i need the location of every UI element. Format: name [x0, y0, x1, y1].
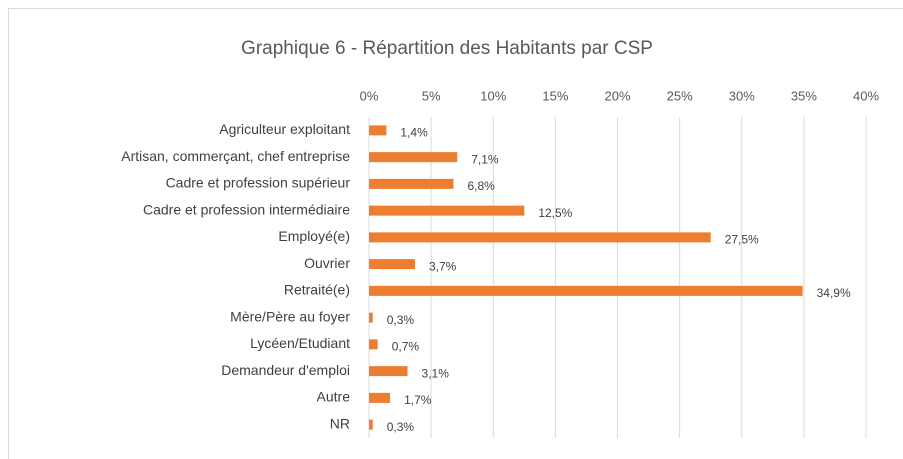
y-tick-label: Lycéen/Etudiant [250, 335, 350, 351]
bar [369, 152, 458, 163]
y-tick-label: Mère/Père au foyer [230, 308, 350, 324]
data-label: 1,4% [400, 126, 428, 140]
bar [369, 178, 454, 189]
data-label: 0,7% [392, 340, 420, 354]
x-tick-label: 25% [667, 88, 693, 103]
data-label: 7,1% [471, 152, 499, 166]
y-tick-label: Retraité(e) [284, 282, 350, 298]
x-tick-label: 10% [480, 88, 506, 103]
data-label: 27,5% [725, 233, 759, 247]
bar [369, 339, 378, 350]
data-label: 0,3% [387, 420, 415, 434]
x-tick-label: 15% [542, 88, 568, 103]
y-tick-label: Demandeur d'emploi [221, 362, 350, 378]
bar [369, 125, 387, 136]
bar [369, 205, 525, 216]
y-tick-label: NR [330, 415, 350, 431]
y-tick-label: Artisan, commerçant, chef entreprise [121, 148, 350, 164]
y-tick-label: Agriculteur exploitant [219, 121, 350, 137]
bar [369, 419, 373, 430]
bar [369, 285, 803, 296]
data-label: 34,9% [817, 286, 851, 300]
y-tick-label: Ouvrier [304, 255, 350, 271]
data-label: 3,7% [429, 259, 457, 273]
x-tick-label: 5% [422, 88, 441, 103]
x-tick-label: 0% [360, 88, 379, 103]
y-tick-label: Cadre et profession intermédiaire [143, 201, 350, 217]
bar [369, 392, 391, 403]
x-tick-label: 30% [729, 88, 755, 103]
bar [369, 232, 711, 243]
bar [369, 259, 415, 270]
x-tick-label: 35% [791, 88, 817, 103]
bar [369, 366, 408, 377]
data-label: 1,7% [404, 393, 432, 407]
chart-title: Graphique 6 - Répartition des Habitants … [241, 38, 653, 59]
x-tick-label: 20% [604, 88, 630, 103]
bar [369, 312, 373, 323]
data-label: 0,3% [387, 313, 415, 327]
data-label: 6,8% [467, 179, 495, 193]
data-label: 12,5% [538, 206, 572, 220]
y-tick-label: Employé(e) [278, 228, 350, 244]
y-tick-label: Autre [317, 389, 351, 405]
x-tick-label: 40% [853, 88, 879, 103]
y-tick-label: Cadre et profession supérieur [166, 175, 351, 191]
data-label: 3,1% [422, 366, 450, 380]
